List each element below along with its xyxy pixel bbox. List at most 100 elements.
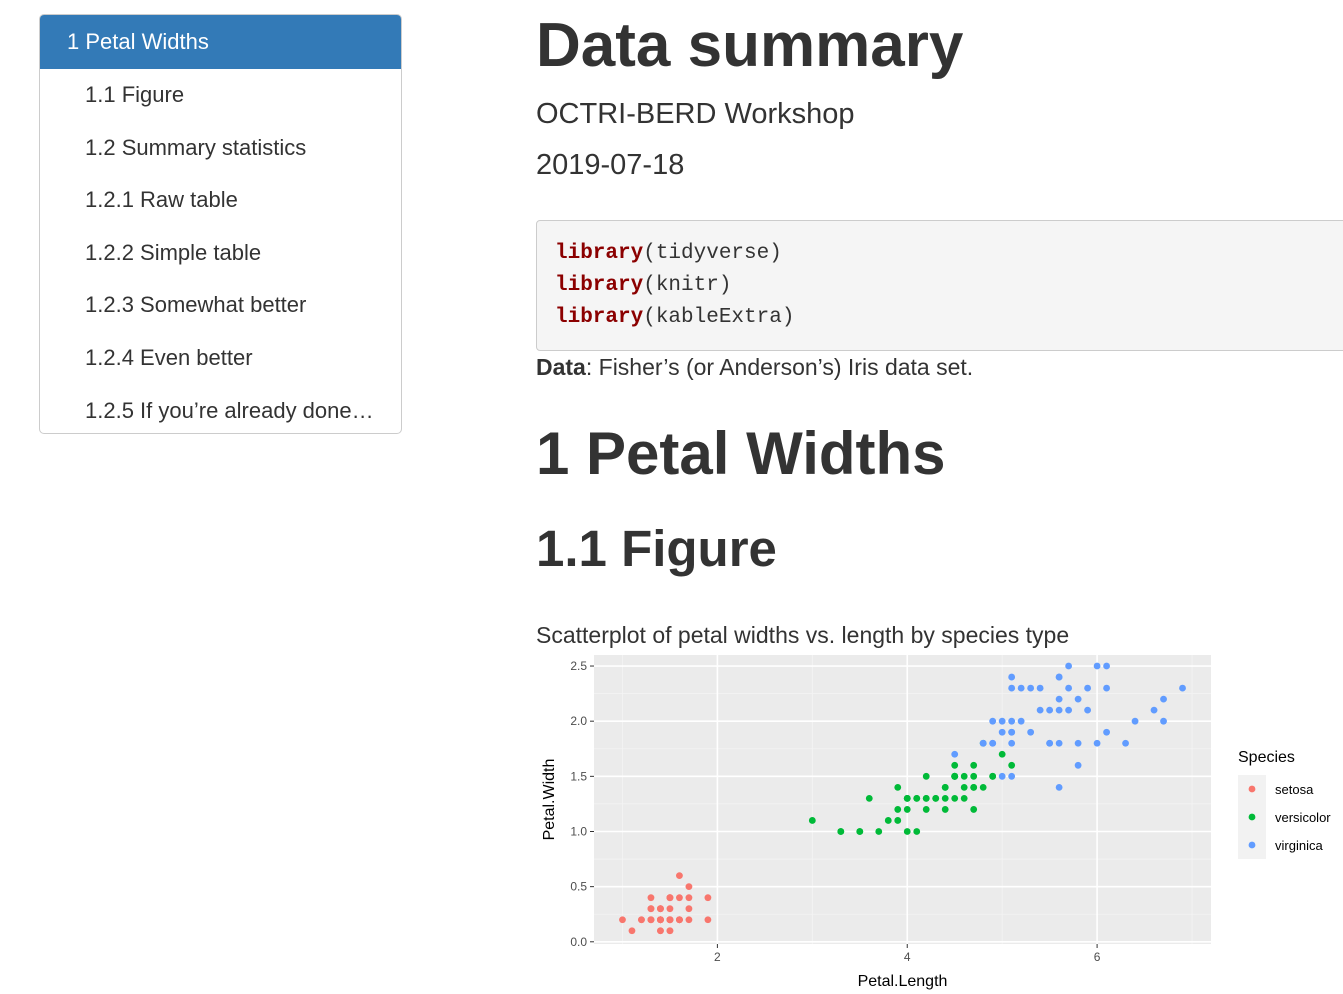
data-point-virginica [1093,739,1101,747]
data-point-virginica [1008,728,1016,736]
code-keyword: library [555,242,644,265]
data-point-setosa [666,894,674,902]
y-tick-label: 1.0 [570,824,587,838]
x-tick-label: 4 [904,950,911,964]
x-axis-label: Petal.Length [858,973,948,990]
subsection-heading: 1.1 Figure [536,520,777,577]
data-point-virginica [1036,684,1044,692]
y-tick-label: 0.0 [570,935,587,949]
data-point-versicolor [894,817,902,824]
data-point-versicolor [913,828,921,835]
data-point-versicolor [970,772,978,780]
data-point-virginica [989,717,997,725]
data-point-setosa [647,905,655,913]
data-point-versicolor [884,817,892,824]
data-point-setosa [666,905,674,913]
data-point-versicolor [922,772,930,780]
y-tick-label: 0.5 [570,880,587,894]
data-point-versicolor [903,794,911,802]
data-point-virginica [1084,706,1091,714]
data-point-setosa [676,916,683,924]
data-point-versicolor [960,772,968,780]
data-point-virginica [1036,706,1044,714]
data-point-versicolor [951,794,959,802]
data-point-versicolor [894,783,902,791]
data-point-virginica [1055,739,1063,747]
data-point-virginica [1046,739,1054,747]
legend-label: virginica [1275,838,1323,853]
data-point-versicolor [932,794,940,802]
code-line: library(knitr) [555,270,1343,302]
data-point-virginica [1160,695,1167,703]
data-point-versicolor [951,772,959,780]
toc-item[interactable]: 1.1 Figure [85,82,185,107]
data-point-virginica [998,717,1006,725]
data-point-versicolor [960,794,968,802]
data-point-virginica [1046,706,1054,714]
legend-swatch-versicolor [1248,813,1256,821]
y-tick-label: 2.0 [570,714,587,728]
section-heading: 1 Petal Widths [536,420,946,487]
data-point-virginica [1150,706,1158,714]
data-point-versicolor [903,806,911,813]
data-point-virginica [1093,662,1101,670]
data-point-versicolor [894,806,902,813]
data-point-setosa [666,927,674,935]
data-point-versicolor [903,828,911,835]
data-point-setosa [685,894,693,902]
data-point-versicolor [808,817,816,824]
code-keyword: library [555,274,644,297]
data-point-versicolor [875,828,883,835]
data-label: Data [536,354,586,380]
code-argument: (tidyverse) [643,242,782,265]
data-point-versicolor [951,761,959,769]
data-point-versicolor [970,783,978,791]
data-point-setosa [704,916,712,924]
code-keyword: library [555,306,644,329]
code-argument: (kableExtra) [643,306,795,329]
author-subtitle: OCTRI-BERD Workshop [536,98,855,130]
data-point-virginica [1103,728,1110,736]
y-tick-label: 2.5 [570,659,587,673]
legend-label: setosa [1275,782,1314,797]
data-point-virginica [1160,717,1167,725]
data-point-setosa [647,916,655,924]
legend-swatch-setosa [1248,785,1256,793]
legend-label: versicolor [1275,810,1331,825]
data-point-setosa [666,916,674,924]
data-point-setosa [638,916,645,924]
data-point-virginica [1008,739,1016,747]
date-subtitle: 2019-07-18 [536,149,685,181]
data-point-versicolor [941,783,949,791]
data-point-setosa [685,905,693,913]
plot-panel [594,655,1211,944]
data-point-setosa [657,916,664,924]
data-point-virginica [1103,662,1110,670]
data-point-virginica [1074,739,1082,747]
data-point-virginica [1065,706,1073,714]
toc-item[interactable]: 1.2.5 If you’re already done… [85,397,374,423]
data-point-virginica [1103,684,1110,692]
toc-item[interactable]: 1.2.2 Simple table [85,239,262,265]
toc-item[interactable]: 1.2.4 Even better [85,344,253,370]
data-point-setosa [704,894,712,902]
y-tick-label: 1.5 [570,769,587,783]
data-point-virginica [1055,695,1063,703]
data-point-virginica [1008,772,1016,780]
x-tick-label: 6 [1094,950,1101,964]
data-point-virginica [1084,684,1091,692]
toc-item[interactable]: 1.2 Summary statistics [85,134,307,160]
toc-item[interactable]: 1 Petal Widths [40,15,401,69]
data-point-versicolor [941,794,949,802]
toc-item[interactable]: 1.2.1 Raw table [85,187,238,213]
data-point-virginica [1008,717,1016,725]
data-point-virginica [1055,706,1063,714]
data-point-versicolor [979,783,987,791]
data-point-setosa [676,872,683,880]
data-point-setosa [619,916,626,924]
code-argument: (knitr) [643,274,732,297]
toc-item[interactable]: 1.2.3 Somewhat better [85,292,307,318]
y-axis-label: Petal.Width [541,759,558,841]
data-point-virginica [1027,684,1035,692]
data-point-versicolor [960,783,968,791]
